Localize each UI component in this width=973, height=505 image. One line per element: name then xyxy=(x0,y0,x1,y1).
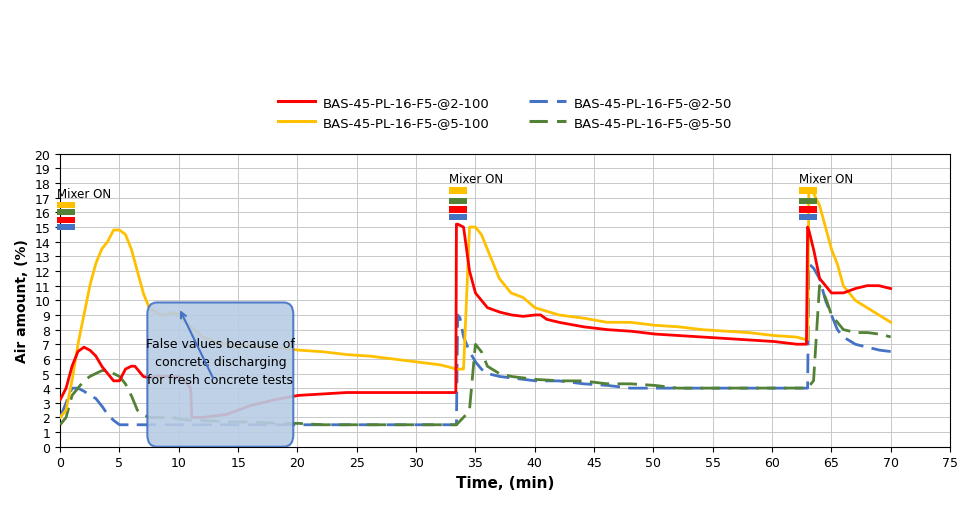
Bar xyxy=(57,217,75,223)
Bar xyxy=(449,214,466,221)
Bar xyxy=(449,188,466,194)
Text: Mixer ON: Mixer ON xyxy=(799,173,853,186)
Bar xyxy=(449,207,466,213)
Bar xyxy=(57,225,75,231)
Text: False values because of
concrete discharging
for fresh concrete tests: False values because of concrete dischar… xyxy=(146,338,295,386)
Y-axis label: Air amount, (%): Air amount, (%) xyxy=(15,239,29,363)
X-axis label: Time, (min): Time, (min) xyxy=(456,475,555,490)
Bar xyxy=(57,210,75,216)
Bar xyxy=(799,198,816,205)
FancyBboxPatch shape xyxy=(147,303,293,447)
Bar xyxy=(799,188,816,194)
Text: Mixer ON: Mixer ON xyxy=(57,187,111,200)
Bar xyxy=(449,198,466,205)
Bar xyxy=(799,207,816,213)
Bar xyxy=(57,203,75,209)
Bar xyxy=(799,214,816,221)
Legend: BAS-45-PL-16-F5-@2-100, BAS-45-PL-16-F5-@5-100, BAS-45-PL-16-F5-@2-50, BAS-45-PL: BAS-45-PL-16-F5-@2-100, BAS-45-PL-16-F5-… xyxy=(278,97,733,129)
Text: Mixer ON: Mixer ON xyxy=(449,173,503,186)
